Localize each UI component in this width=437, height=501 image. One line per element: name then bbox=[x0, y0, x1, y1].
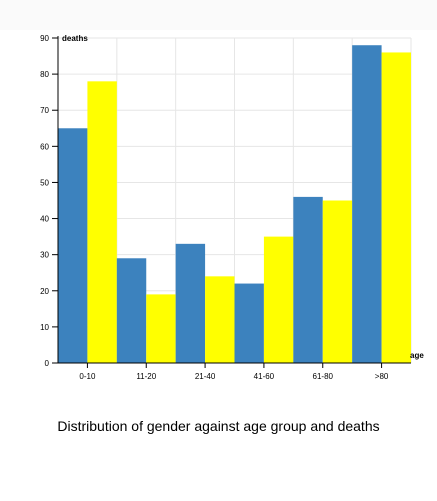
y-tick-label: 20 bbox=[40, 287, 49, 296]
bar bbox=[263, 236, 294, 363]
x-tick-label: 61-80 bbox=[313, 372, 334, 381]
y-axis: 0 10 20 30 40 50 60 70 80 90 bbox=[40, 34, 59, 368]
y-tick-label: 10 bbox=[40, 323, 49, 332]
x-tick-label: 11-20 bbox=[136, 372, 156, 381]
y-tick-label: 30 bbox=[40, 251, 49, 260]
y-tick-label: 50 bbox=[40, 178, 49, 187]
y-tick-label: 0 bbox=[45, 359, 50, 368]
x-tick-label: 41-60 bbox=[254, 372, 275, 381]
bar bbox=[234, 283, 264, 363]
bar bbox=[116, 258, 147, 363]
bar bbox=[87, 81, 117, 363]
y-axis-title: deaths bbox=[62, 34, 88, 43]
y-tick-label: 60 bbox=[40, 142, 49, 151]
page-top-strip bbox=[0, 0, 437, 30]
bar bbox=[175, 243, 206, 363]
y-tick-label: 80 bbox=[40, 70, 49, 79]
x-tick-label: 0-10 bbox=[79, 372, 96, 381]
x-tick-label: 21-40 bbox=[195, 372, 216, 381]
chart-title: Distribution of gender against age group… bbox=[57, 418, 380, 434]
bar bbox=[381, 52, 411, 363]
bar bbox=[352, 45, 382, 363]
bar bbox=[146, 294, 176, 363]
bar bbox=[58, 128, 88, 363]
y-tick-label: 90 bbox=[40, 34, 49, 43]
bar bbox=[293, 196, 323, 363]
y-tick-label: 40 bbox=[40, 215, 49, 224]
x-axis-title: age bbox=[410, 351, 424, 360]
x-tick-label: >80 bbox=[375, 372, 389, 381]
bars bbox=[58, 45, 411, 363]
bar bbox=[205, 276, 235, 363]
x-axis: 0-10 11-20 21-40 41-60 61-80 >80 bbox=[58, 362, 411, 381]
y-tick-label: 70 bbox=[40, 106, 49, 115]
bar bbox=[322, 200, 353, 363]
